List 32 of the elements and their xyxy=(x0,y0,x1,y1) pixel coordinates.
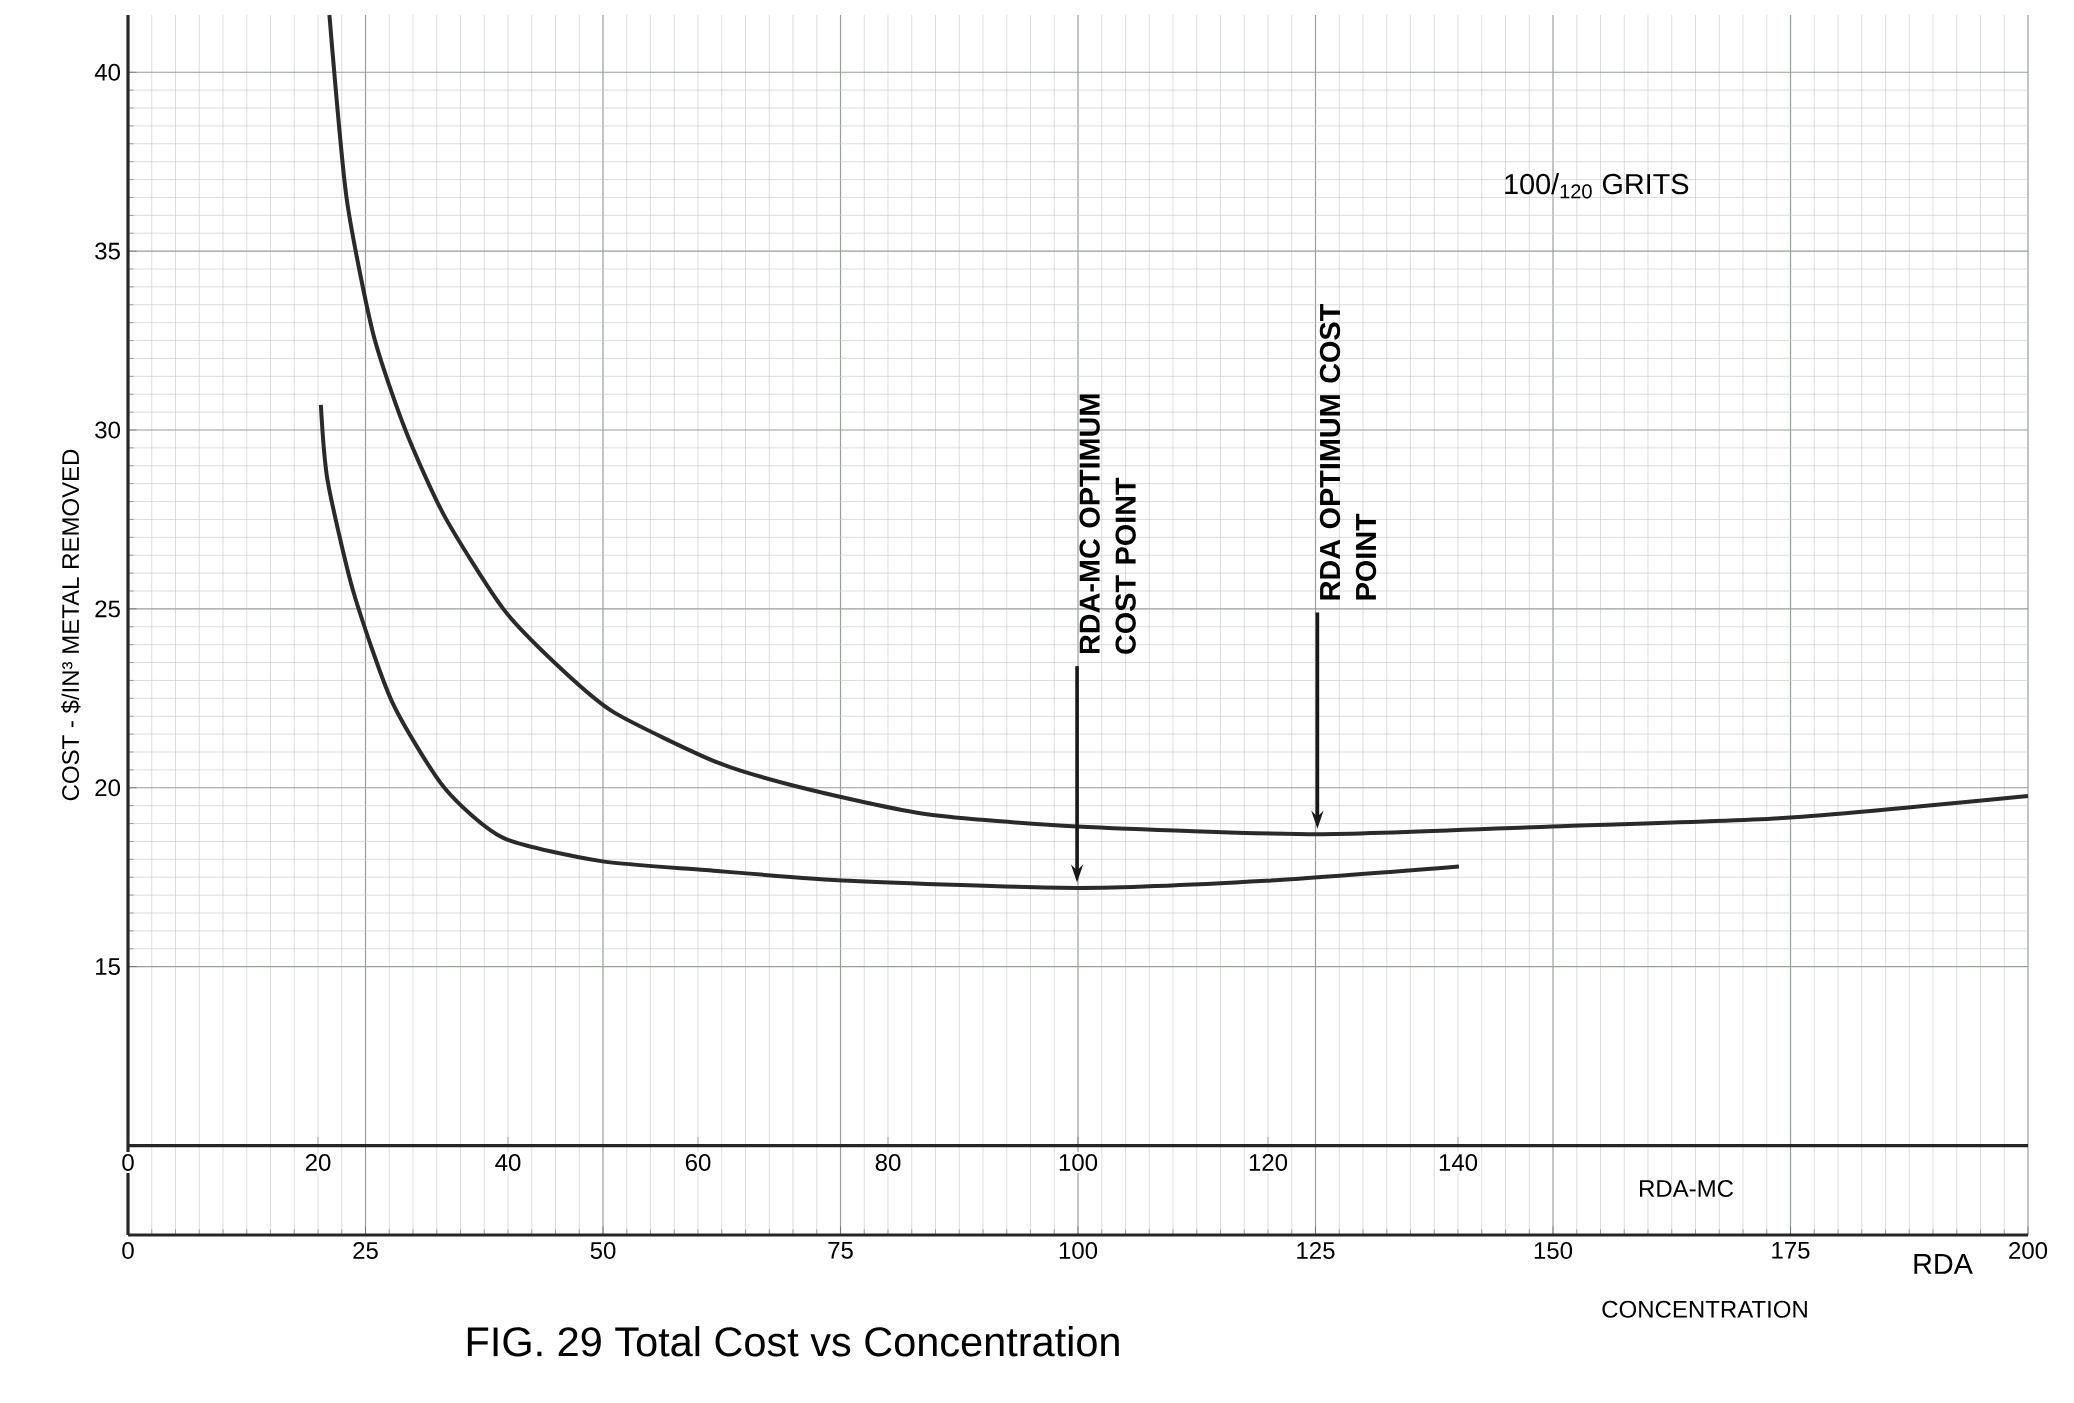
x-tick-label: 0 xyxy=(122,1242,134,1260)
x-tick-label: 175 xyxy=(1772,1242,1810,1259)
text: FIG. 29 Total Cost vs Concentration xyxy=(467,1326,1119,1357)
y-tick-label: 15 xyxy=(96,958,120,976)
x-tick-label: 100 xyxy=(1059,1242,1098,1260)
x2-tick-label: 60 xyxy=(685,1153,711,1171)
x-tick-label: 125 xyxy=(1297,1242,1335,1260)
annotation: RDA OPTIMUM COST POINT xyxy=(1319,304,1377,600)
x-tick-label: 25 xyxy=(353,1242,378,1260)
x2-tick-label: 80 xyxy=(875,1153,901,1171)
x2-tick-label: 140 xyxy=(1439,1153,1478,1171)
y-tick-label: 25 xyxy=(95,600,120,618)
x2-tick-label: 120 xyxy=(1249,1153,1288,1171)
y-tick-label: 40 xyxy=(94,63,121,81)
y-axis-title: COST - $/IN³ METAL REMOVED xyxy=(61,449,81,801)
annotation: 100/$_{120}$ GRITS xyxy=(1505,173,1689,199)
x2-tick-label: 100 xyxy=(1059,1153,1098,1171)
y-tick-label: 20 xyxy=(95,779,121,797)
x2-axis-title: RDA-MC xyxy=(1640,1180,1734,1197)
x-tick-label: 50 xyxy=(590,1242,616,1260)
x-tick-label: 150 xyxy=(1534,1242,1573,1260)
annotation: RDA-MC OPTIMUM COST POINT xyxy=(1079,394,1136,654)
x-tick-label: 200 xyxy=(2009,1242,2048,1260)
line-series xyxy=(327,12,2031,837)
x-tick-label: 75 xyxy=(828,1242,853,1259)
text: RDA xyxy=(1914,1254,1973,1274)
y-tick-label: 30 xyxy=(95,421,121,439)
x2-tick-label: 20 xyxy=(305,1153,331,1171)
x2-tick-label: 0 xyxy=(122,1153,134,1171)
x-axis-title: CONCENTRATION xyxy=(1602,1300,1807,1318)
y-tick-label: 35 xyxy=(95,242,120,260)
x2-tick-label: 40 xyxy=(495,1153,521,1171)
